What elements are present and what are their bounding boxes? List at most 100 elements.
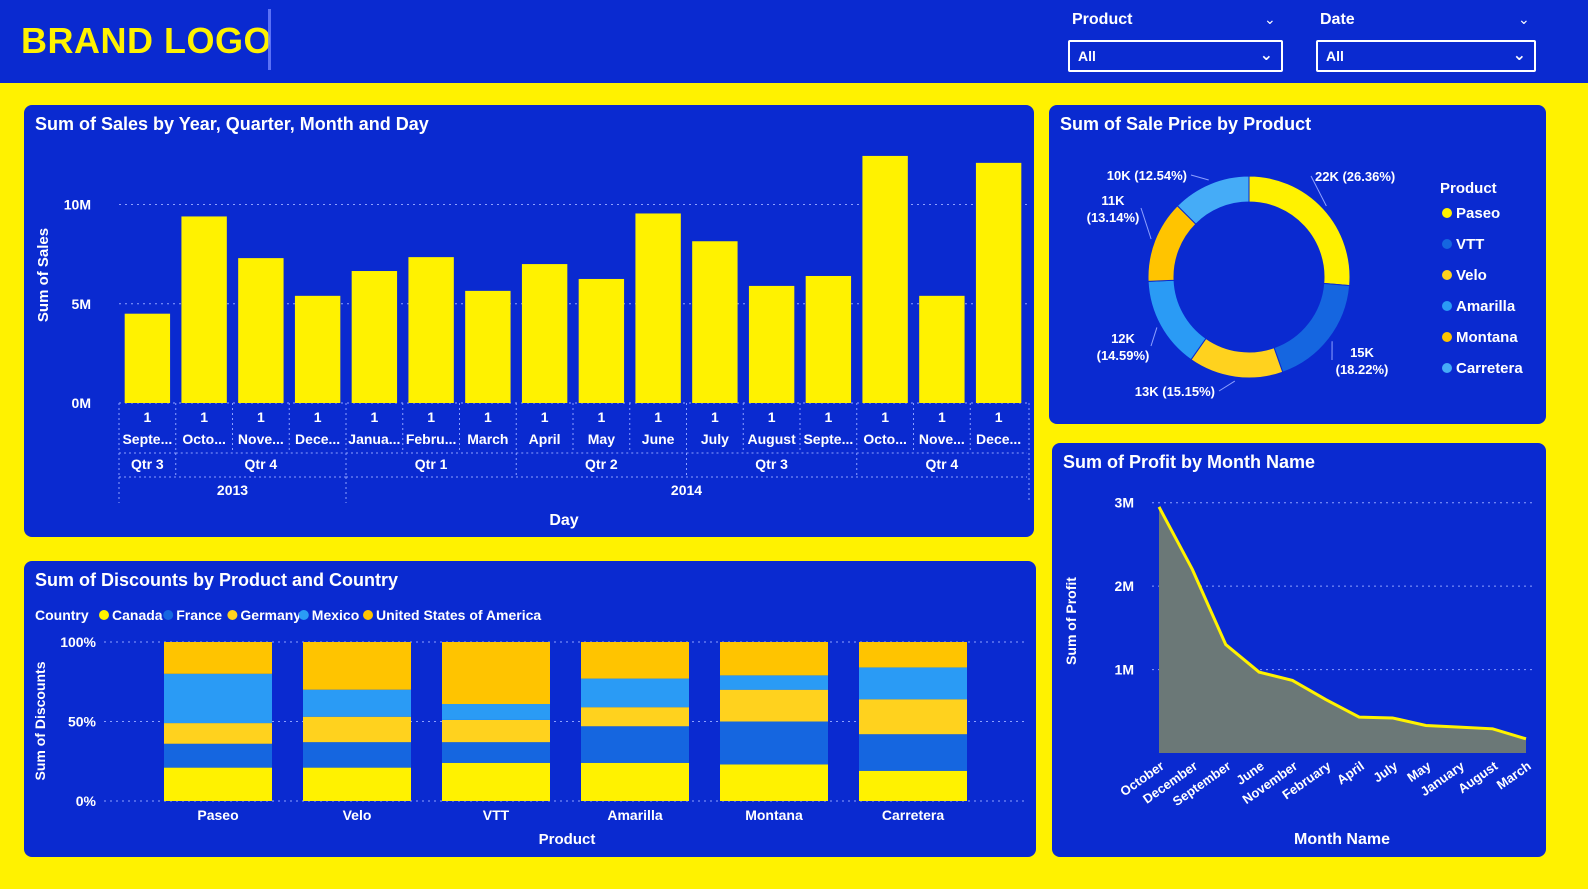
logo-divider [268,9,271,70]
year-label: 2014 [671,482,702,498]
chevron-down-icon[interactable]: ⌄ [1518,11,1530,27]
stacked-segment [303,767,411,801]
legend-swatch [1442,208,1452,218]
discounts-stacked-chart: Country Canada France Germany Mexico United S… [32,607,1024,848]
stacked-segment [859,770,967,801]
day-label: 1 [938,409,946,425]
y-tick-label: 10M [64,197,91,213]
slice-label: (18.22%) [1336,362,1389,377]
legend-label: Canada [112,607,163,623]
quarter-label: Qtr 4 [245,456,278,472]
month-label: July [701,431,729,447]
slice-label: 11K [1101,193,1125,208]
sales-bar [124,313,171,403]
legend-swatch [298,610,309,620]
stacked-segment [859,699,967,735]
stacked-segment [442,762,550,801]
sales-bar [919,295,965,403]
legend-label: Carretera [1456,360,1523,377]
legend-label: Paseo [1456,205,1500,222]
sales-bar [805,275,852,403]
sales-bar [862,155,908,403]
chevron-down-icon[interactable]: ⌄ [1264,11,1276,27]
profit-chart-title: Sum of Profit by Month Name [1063,452,1315,472]
y-tick-label: 0% [76,793,97,809]
slice-label: 13K (15.15%) [1135,384,1215,399]
month-label: Nove... [238,431,284,447]
x-tick-label: Amarilla [607,807,662,823]
legend-label: United States of America [376,607,541,623]
month-label: August [748,431,797,447]
slice-label: (14.59%) [1097,348,1150,363]
y-tick-label: 0M [72,395,91,411]
slice-label: 15K [1350,345,1374,360]
y-axis-title: Sum of Profit [1063,577,1079,665]
legend-swatch [1442,239,1452,249]
month-label: Octo... [182,431,226,447]
sales-bar [181,216,227,403]
legend-label: Mexico [312,607,359,623]
label-leader [1140,207,1152,240]
legend-swatch [363,610,373,620]
month-label: Febru... [406,431,457,447]
day-label: 1 [370,409,378,425]
x-tick-label: VTT [483,807,510,823]
product-filter-title: Product [1072,11,1133,28]
day-label: 1 [711,409,719,425]
legend-swatch [1442,363,1452,373]
sales-bar [578,278,625,403]
x-tick-label: March [1494,758,1534,792]
slice-label: 22K (26.36%) [1315,169,1395,184]
sales-bar [692,241,738,403]
quarter-label: Qtr 3 [131,456,164,472]
brand-logo: BRAND LOGO [21,20,272,61]
sales-bar [465,290,511,403]
month-label: Dece... [295,431,340,447]
sales-bar [294,295,341,403]
stacked-segment [720,689,828,722]
donut-slice [1147,279,1207,361]
sales-bar [748,285,795,403]
month-label: Septe... [803,431,853,447]
y-tick-label: 100% [60,634,96,650]
y-tick-label: 5M [72,296,91,312]
stacked-segment [581,726,689,763]
stacked-segment [581,678,689,708]
stacked-segment [859,667,967,700]
y-tick-label: 2M [1115,578,1134,594]
sales-bar [975,162,1022,403]
month-label: Octo... [863,431,907,447]
label-leader [1218,380,1236,392]
stacked-segment [859,642,967,668]
stacked-segment [164,743,272,768]
stacked-segment [303,742,411,768]
sales-chart-title: Sum of Sales by Year, Quarter, Month and… [35,114,429,134]
month-label: May [588,431,615,447]
product-filter-dropdown[interactable]: All ⌄ [1068,40,1283,72]
slice-label: (13.14%) [1087,210,1140,225]
month-label: Nove... [919,431,965,447]
sales-chart-panel: Sum of Sales by Year, Quarter, Month and… [24,105,1034,537]
legend-swatch [99,610,109,620]
day-label: 1 [654,409,662,425]
legend-label: France [176,607,222,623]
stacked-segment [720,642,828,676]
day-label: 1 [427,409,435,425]
y-tick-label: 50% [68,714,97,730]
quarter-label: Qtr 1 [415,456,448,472]
stacked-segment [303,642,411,690]
stacked-segment [581,642,689,679]
x-tick-label: Velo [343,807,372,823]
sales-bar [521,264,568,403]
year-label: 2013 [217,482,248,498]
sale-price-donut-chart: 22K (26.36%) 15K (18.22%) 13K (15.15%) 12K (1… [1087,168,1524,399]
x-tick-label: Carretera [882,807,944,823]
stacked-segment [164,767,272,801]
date-filter-dropdown[interactable]: All ⌄ [1316,40,1536,72]
legend-title: Country [35,607,89,623]
x-tick-label: April [1334,758,1367,787]
month-label: Dece... [976,431,1021,447]
legend-swatch [1442,332,1452,342]
day-label: 1 [200,409,208,425]
label-leader [1150,327,1158,347]
